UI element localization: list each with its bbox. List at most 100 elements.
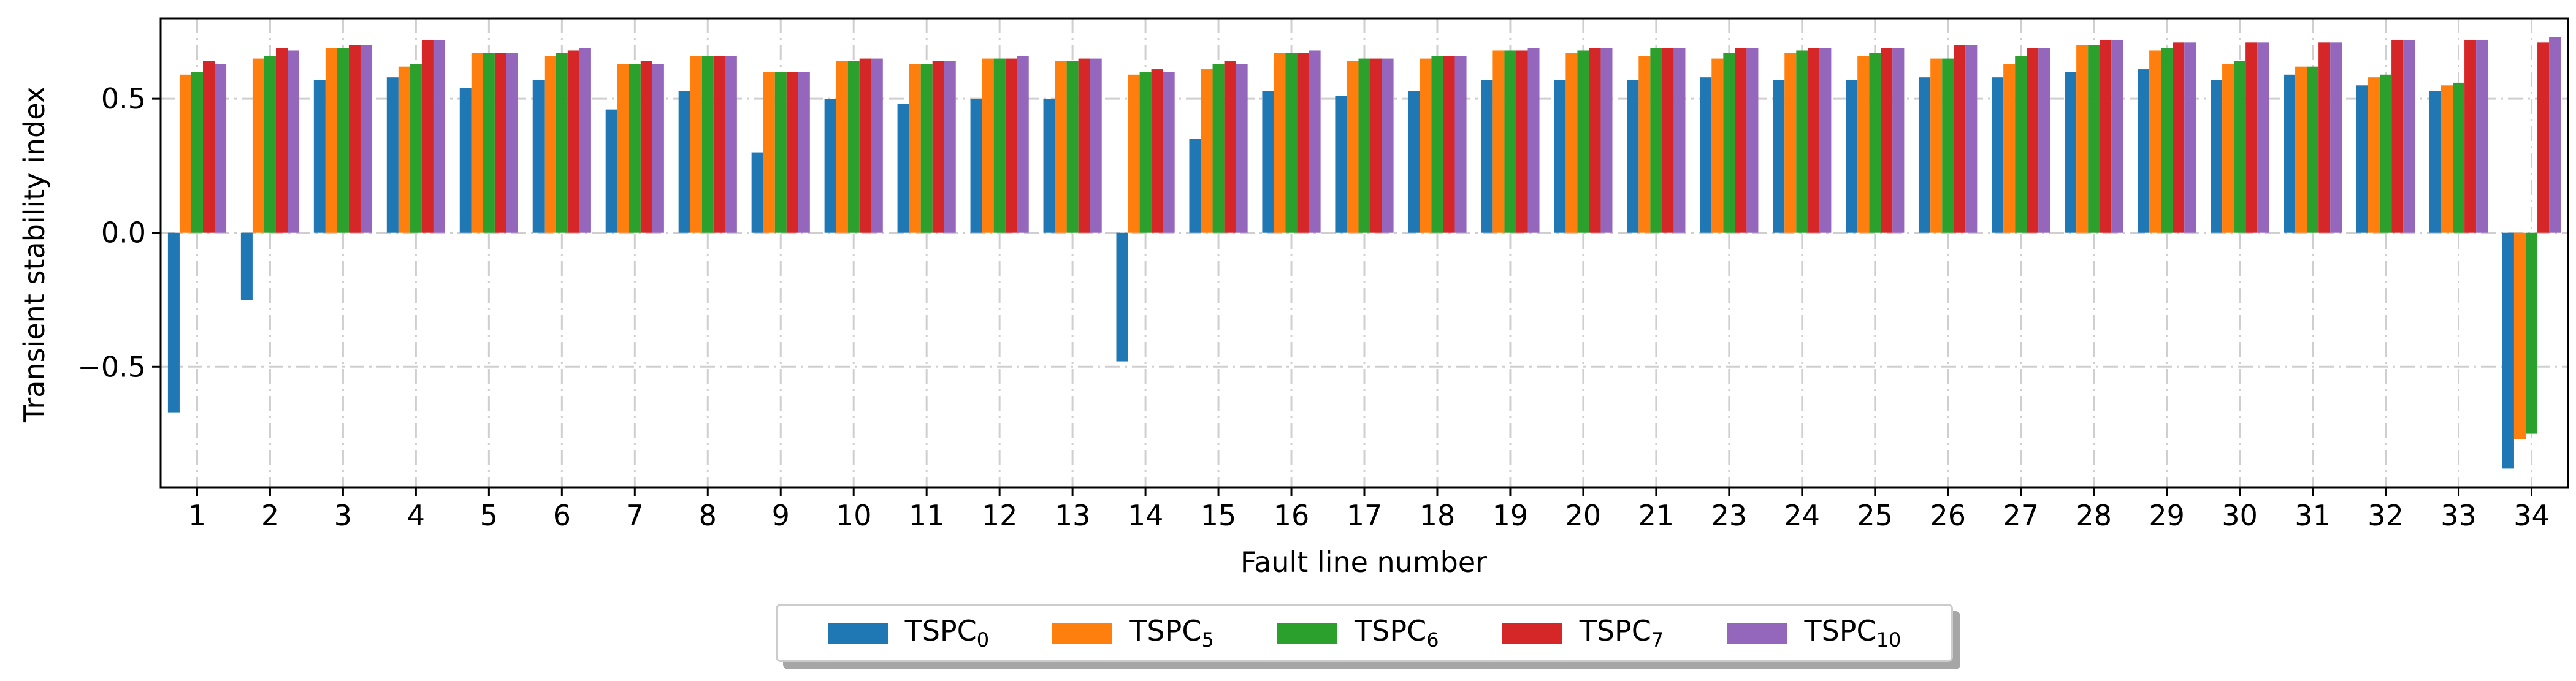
x-tick-label-17: 17 — [1347, 499, 1383, 532]
bar-tspc6-line-11 — [920, 64, 933, 233]
bar-tspc5-line-32 — [2368, 77, 2380, 233]
bar-tspc0-line-11 — [897, 104, 909, 233]
y-tick-label-0: −0.5 — [77, 350, 146, 383]
y-axis-label: Transient stability index — [18, 86, 51, 423]
bar-tspc5-line-15 — [1201, 69, 1213, 233]
bar-tspc5-line-19 — [1492, 50, 1505, 233]
bar-tspc5-line-6 — [544, 56, 556, 233]
bar-tspc7-line-33 — [2464, 39, 2477, 233]
bar-tspc0-line-24 — [1773, 80, 1785, 233]
bar-tspc10-line-34 — [2549, 37, 2561, 233]
x-tick-label-27: 27 — [2003, 499, 2039, 532]
bar-tspc10-line-18 — [1454, 56, 1467, 233]
bar-tspc10-line-19 — [1527, 48, 1540, 233]
bar-tspc5-line-31 — [2295, 66, 2307, 233]
bar-tspc10-line-26 — [1965, 45, 1978, 233]
bar-tspc5-line-11 — [909, 64, 921, 233]
bar-tspc7-line-30 — [2245, 42, 2258, 233]
bar-tspc0-line-33 — [2429, 91, 2441, 233]
bar-tspc6-line-28 — [2088, 45, 2100, 233]
x-tick-label-33: 33 — [2440, 499, 2477, 532]
bar-tspc0-line-21 — [1627, 80, 1639, 233]
bar-tspc7-line-29 — [2173, 42, 2185, 233]
bar-tspc6-line-26 — [1942, 58, 1954, 233]
bar-tspc6-line-21 — [1650, 48, 1662, 233]
bar-tspc6-line-16 — [1285, 53, 1298, 233]
x-tick-label-8: 8 — [699, 499, 717, 532]
legend-label-tspc7: TSPC7 — [1579, 614, 1664, 652]
x-tick-label-24: 24 — [1784, 499, 1821, 532]
bar-tspc0-line-8 — [678, 91, 690, 233]
bar-tspc0-line-16 — [1262, 91, 1274, 233]
bar-tspc5-line-17 — [1347, 61, 1359, 233]
x-tick-label-13: 13 — [1055, 499, 1091, 532]
bar-tspc5-line-26 — [1930, 58, 1943, 233]
bar-tspc0-line-6 — [532, 80, 545, 233]
bar-tspc0-line-12 — [970, 99, 982, 233]
bar-tspc5-line-18 — [1420, 58, 1432, 233]
bar-tspc0-line-19 — [1481, 80, 1493, 233]
bar-tspc0-line-14 — [1116, 232, 1128, 362]
bar-tspc6-line-23 — [1723, 53, 1735, 233]
legend-swatch-tspc0 — [827, 622, 888, 644]
bar-tspc6-line-12 — [993, 58, 1006, 233]
bar-tspc10-line-24 — [1819, 48, 1832, 233]
bar-tspc7-line-6 — [567, 50, 579, 233]
bar-tspc6-line-29 — [2161, 48, 2173, 233]
bar-tspc6-line-33 — [2453, 82, 2465, 233]
bar-tspc7-line-11 — [932, 61, 944, 233]
x-tick-label-20: 20 — [1565, 499, 1602, 532]
bar-tspc6-line-4 — [410, 64, 422, 233]
bar-tspc0-line-23 — [1700, 77, 1712, 233]
bar-tspc6-line-24 — [1796, 50, 1808, 233]
bar-tspc7-line-3 — [348, 45, 361, 233]
x-tick-label-19: 19 — [1492, 499, 1529, 532]
legend-entry-tspc10: TSPC10 — [1727, 614, 1901, 652]
bar-tspc10-line-33 — [2476, 39, 2488, 233]
legend-entry-tspc7: TSPC7 — [1502, 614, 1664, 652]
bar-tspc7-line-24 — [1808, 48, 1820, 233]
bar-tspc7-line-8 — [713, 56, 725, 233]
bar-tspc6-line-8 — [701, 56, 714, 233]
bar-tspc5-line-24 — [1784, 53, 1797, 233]
bar-tspc10-line-28 — [2111, 39, 2123, 233]
bar-tspc10-line-15 — [1236, 64, 1248, 233]
bar-tspc5-line-27 — [2003, 64, 2016, 233]
bar-tspc0-line-10 — [824, 99, 836, 233]
bar-tspc7-line-18 — [1443, 56, 1455, 233]
bar-tspc7-line-32 — [2391, 39, 2404, 233]
bar-tspc0-line-28 — [2065, 72, 2077, 233]
legend-label-tspc5: TSPC5 — [1129, 614, 1214, 652]
x-tick-label-26: 26 — [1930, 499, 1966, 532]
bar-tspc5-line-12 — [982, 58, 994, 233]
bar-tspc0-line-29 — [2138, 69, 2150, 233]
bar-tspc10-line-31 — [2330, 42, 2342, 233]
bar-tspc7-line-21 — [1662, 48, 1674, 233]
bar-tspc6-line-27 — [2015, 56, 2027, 233]
bar-tspc0-line-26 — [1919, 77, 1931, 233]
bar-tspc0-line-32 — [2356, 85, 2369, 233]
bar-tspc7-line-28 — [2100, 39, 2112, 233]
bar-tspc5-line-14 — [1128, 74, 1140, 233]
bar-tspc10-line-4 — [433, 39, 445, 233]
legend-entry-tspc0: TSPC0 — [827, 614, 989, 652]
bar-tspc5-line-29 — [2149, 50, 2161, 233]
bar-tspc6-line-6 — [556, 53, 568, 233]
bar-tspc0-line-17 — [1335, 96, 1347, 233]
legend-entry-tspc6: TSPC6 — [1277, 614, 1439, 652]
bar-tspc6-line-13 — [1066, 61, 1079, 233]
bar-tspc10-line-16 — [1309, 50, 1321, 233]
bar-tspc10-line-17 — [1382, 58, 1394, 233]
bar-tspc0-line-15 — [1189, 139, 1201, 233]
bar-tspc10-line-32 — [2403, 39, 2415, 233]
x-tick-label-9: 9 — [772, 499, 790, 532]
bar-tspc10-line-7 — [652, 64, 664, 233]
x-tick-label-5: 5 — [480, 499, 498, 532]
bar-tspc7-line-16 — [1297, 53, 1309, 233]
legend-swatch-tspc7 — [1502, 622, 1562, 644]
bar-tspc5-line-9 — [763, 72, 775, 233]
bar-tspc0-line-30 — [2211, 80, 2223, 233]
bar-tspc7-line-5 — [494, 53, 506, 233]
legend-label-tspc6: TSPC6 — [1355, 614, 1439, 652]
